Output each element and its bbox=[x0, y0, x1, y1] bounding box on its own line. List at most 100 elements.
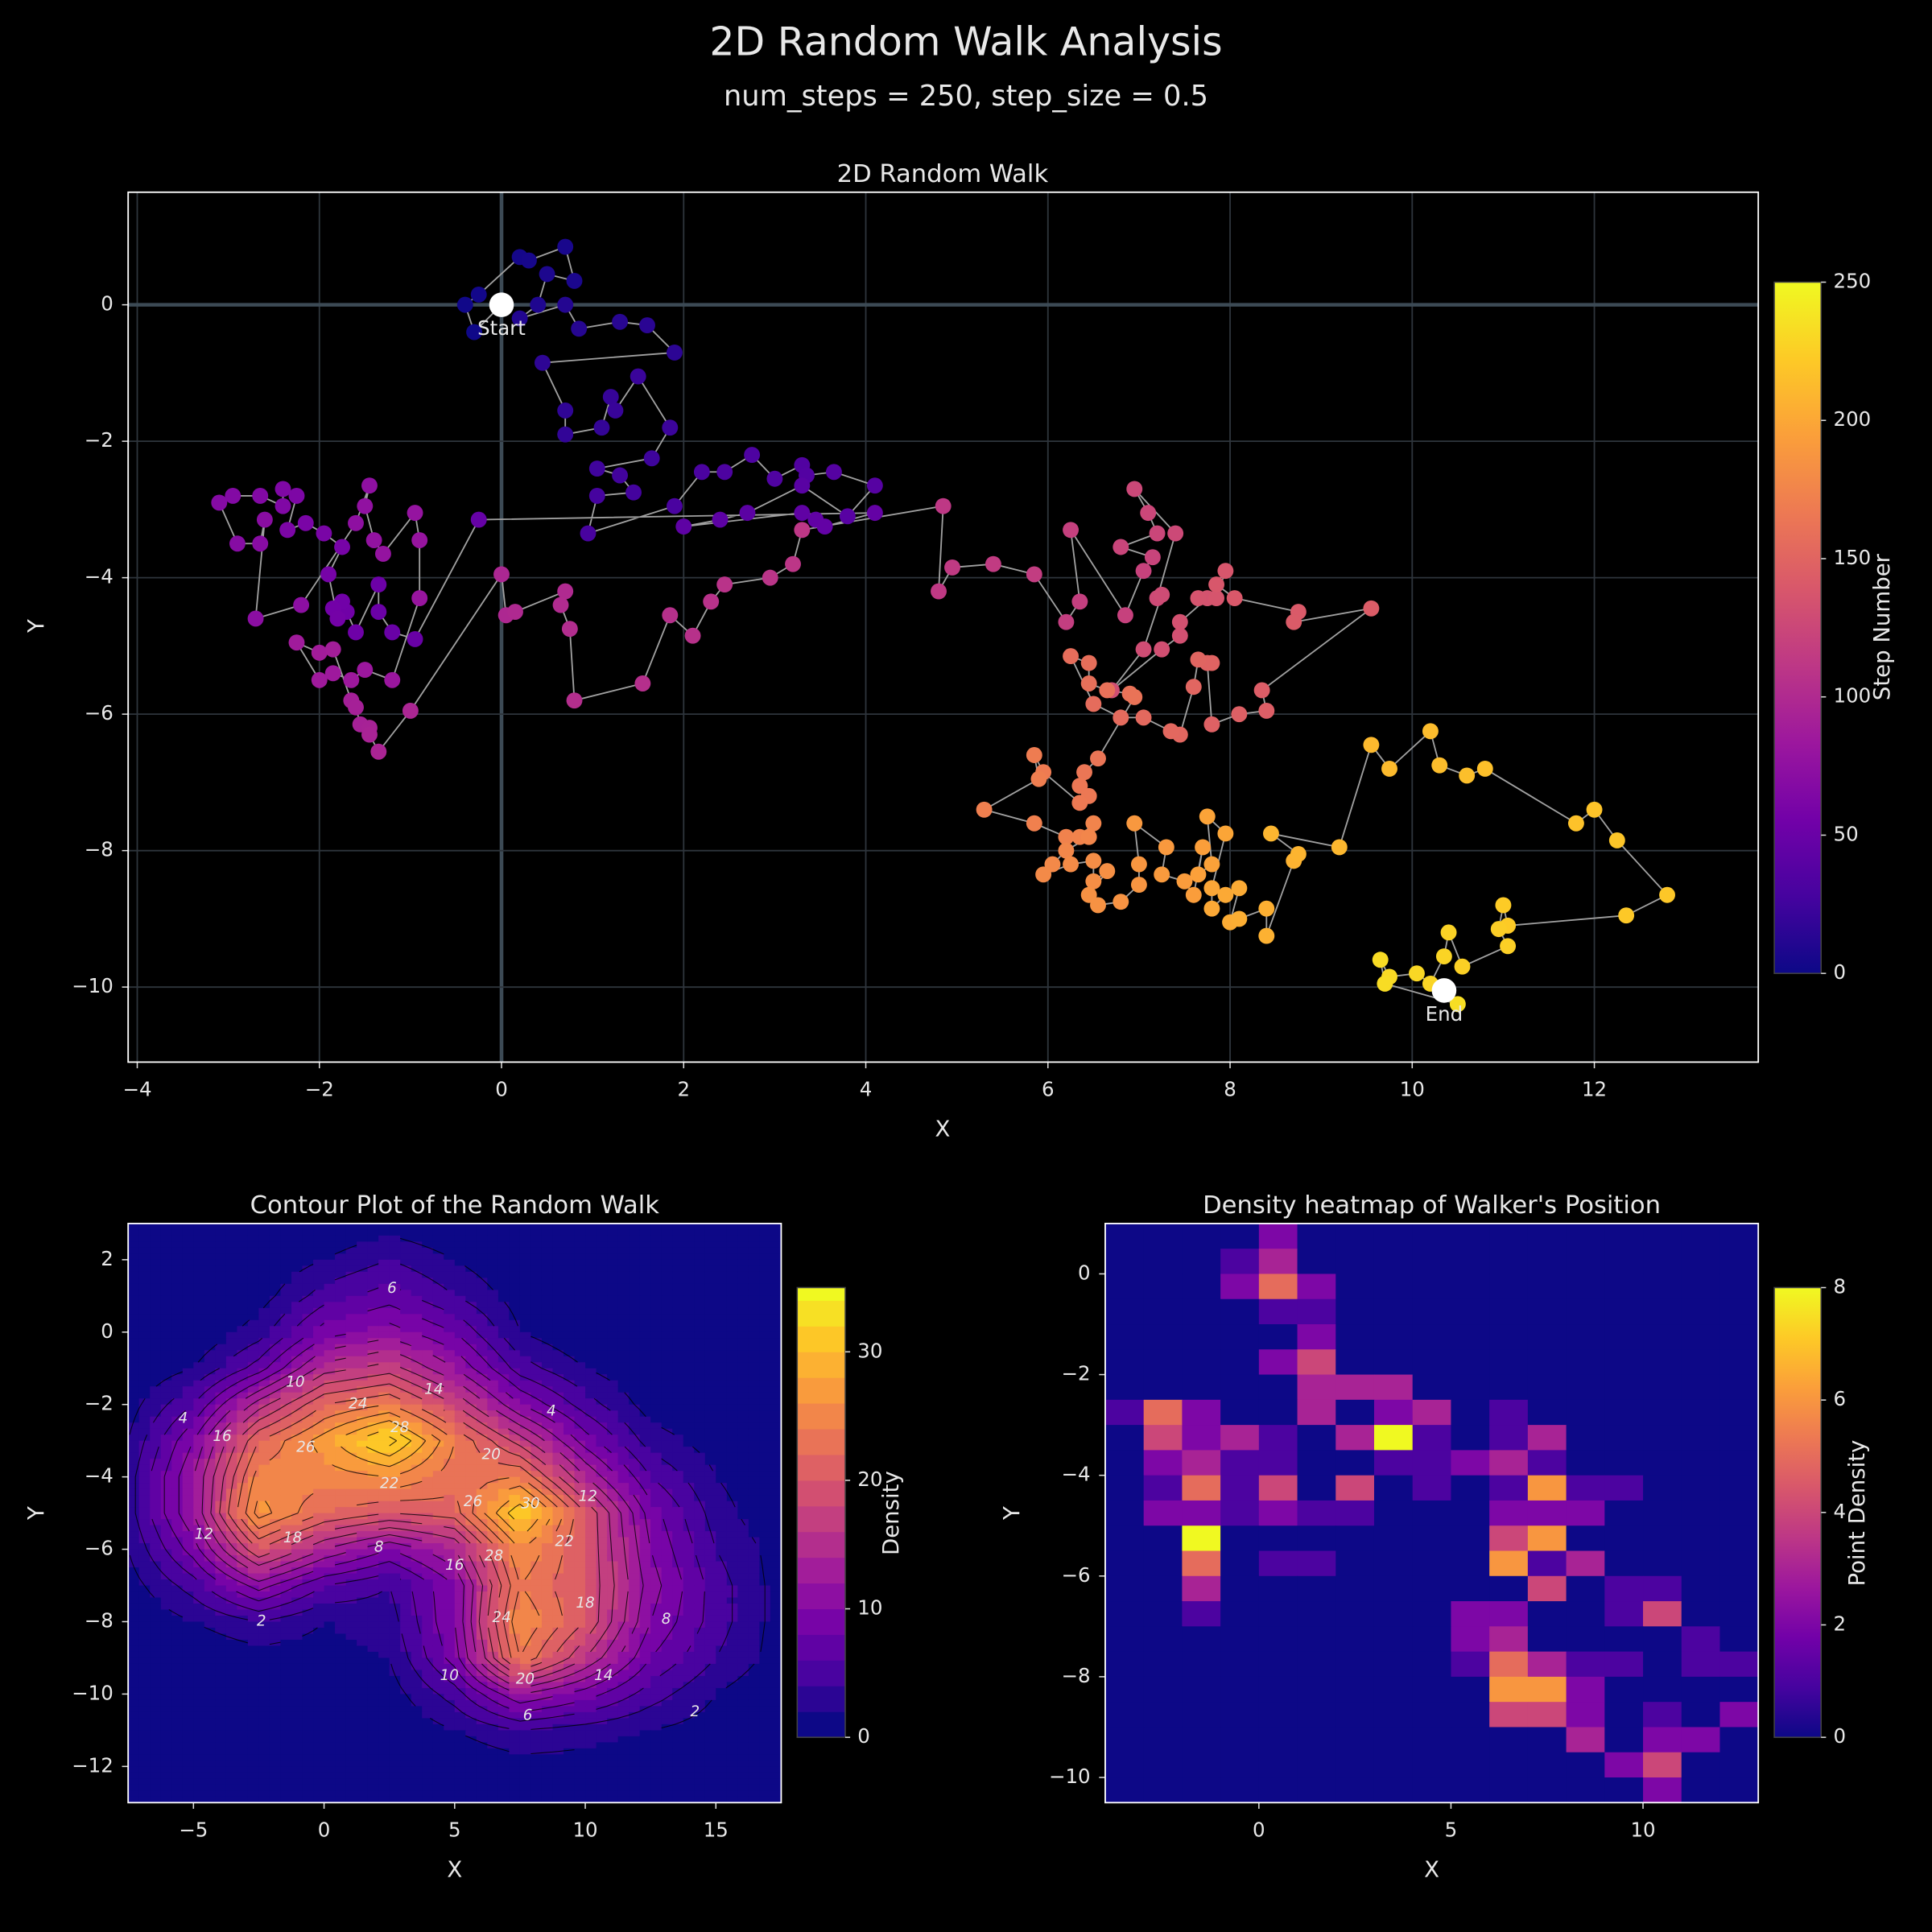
contour-cell bbox=[683, 1314, 695, 1321]
contour-cell bbox=[672, 1435, 684, 1442]
walk-point bbox=[1618, 907, 1635, 924]
contour-cell bbox=[737, 1639, 749, 1647]
contour-cell bbox=[444, 1435, 456, 1442]
contour-cell bbox=[726, 1651, 738, 1659]
contour-cell bbox=[150, 1278, 162, 1285]
contour-cell bbox=[367, 1531, 379, 1538]
contour-cell bbox=[737, 1657, 749, 1665]
contour-cell bbox=[291, 1350, 303, 1357]
contour-cell bbox=[247, 1398, 260, 1406]
contour-cell bbox=[237, 1471, 249, 1478]
contour-cell bbox=[302, 1603, 314, 1611]
contour-cell bbox=[476, 1314, 488, 1321]
contour-cell bbox=[444, 1567, 456, 1575]
contour-cell bbox=[182, 1645, 194, 1653]
contour-cell bbox=[519, 1422, 532, 1430]
contour-cell bbox=[389, 1319, 401, 1327]
contour-cell bbox=[650, 1356, 663, 1363]
contour-cell bbox=[487, 1350, 499, 1357]
contour-cell bbox=[313, 1374, 325, 1381]
contour-cell bbox=[422, 1271, 434, 1278]
contour-cell bbox=[182, 1259, 194, 1266]
contour-cell bbox=[541, 1350, 554, 1357]
contour-cell bbox=[476, 1633, 488, 1641]
contour-cell bbox=[607, 1271, 619, 1278]
contour-cell bbox=[182, 1271, 194, 1278]
walk-point bbox=[557, 583, 574, 600]
contour-cell bbox=[530, 1253, 543, 1261]
contour-cell bbox=[650, 1295, 663, 1302]
contour-cell bbox=[324, 1483, 336, 1490]
contour-cell bbox=[345, 1687, 357, 1695]
contour-cell bbox=[171, 1265, 184, 1273]
contour-cell bbox=[432, 1609, 444, 1616]
contour-cell bbox=[357, 1350, 369, 1357]
contour-cell bbox=[432, 1416, 444, 1423]
contour-cell bbox=[128, 1229, 140, 1236]
contour-cell bbox=[683, 1368, 695, 1375]
contour-cell bbox=[269, 1531, 282, 1538]
contour-cell bbox=[639, 1675, 651, 1683]
contour-cell bbox=[530, 1585, 543, 1592]
contour-cell bbox=[629, 1410, 641, 1418]
contour-cell bbox=[204, 1247, 216, 1254]
contour-cell bbox=[596, 1447, 608, 1454]
contour-cell bbox=[138, 1440, 151, 1447]
contour-cell bbox=[617, 1392, 630, 1399]
contour-cell bbox=[726, 1283, 738, 1290]
contour-cell bbox=[422, 1531, 434, 1538]
walk-point bbox=[785, 555, 801, 572]
contour-cell bbox=[367, 1597, 379, 1604]
contour-cell bbox=[225, 1561, 237, 1568]
contour-cell bbox=[672, 1368, 684, 1375]
walk-point bbox=[976, 801, 993, 818]
contour-cell bbox=[574, 1591, 586, 1599]
contour-cell bbox=[509, 1651, 521, 1659]
contour-cell bbox=[726, 1452, 738, 1459]
contour-cell bbox=[530, 1459, 543, 1466]
contour-cell bbox=[215, 1627, 227, 1635]
contour-cell bbox=[215, 1283, 227, 1290]
contour-cell bbox=[487, 1428, 499, 1435]
contour-cell bbox=[639, 1663, 651, 1671]
contour-cell bbox=[138, 1711, 151, 1719]
contour-cell bbox=[247, 1663, 260, 1671]
contour-cell bbox=[400, 1651, 412, 1659]
contour-cell bbox=[770, 1663, 782, 1671]
contour-cell bbox=[509, 1615, 521, 1623]
contour-cell bbox=[335, 1519, 347, 1526]
contour-cell bbox=[225, 1531, 237, 1538]
contour-cell bbox=[661, 1326, 673, 1333]
contour-cell bbox=[193, 1651, 205, 1659]
walk-point bbox=[744, 447, 761, 464]
contour-cell bbox=[193, 1271, 205, 1278]
contour-cell bbox=[128, 1706, 140, 1713]
contour-cell bbox=[444, 1265, 456, 1273]
contour-cell bbox=[639, 1549, 651, 1556]
contour-cell bbox=[247, 1338, 260, 1345]
walk-point bbox=[256, 511, 273, 528]
contour-cell bbox=[258, 1362, 270, 1369]
contour-cell bbox=[454, 1398, 466, 1406]
contour-cell bbox=[204, 1633, 216, 1641]
contour-cell bbox=[552, 1422, 564, 1430]
contour-cell bbox=[716, 1452, 728, 1459]
contour-cell bbox=[313, 1302, 325, 1309]
contour-cell bbox=[302, 1398, 314, 1406]
walk-point bbox=[361, 477, 378, 494]
contour-cell bbox=[759, 1621, 771, 1629]
contour-cell bbox=[171, 1663, 184, 1671]
contour-cell bbox=[759, 1422, 771, 1430]
contour-cell bbox=[716, 1603, 728, 1611]
contour-cell bbox=[748, 1627, 760, 1635]
contour-cell bbox=[237, 1543, 249, 1550]
contour-cell bbox=[422, 1561, 434, 1568]
contour-cell bbox=[302, 1633, 314, 1641]
contour-cell bbox=[269, 1567, 282, 1575]
contour-cell bbox=[160, 1416, 172, 1423]
contour-cell bbox=[585, 1302, 597, 1309]
contour-cell bbox=[258, 1283, 270, 1290]
contour-cell bbox=[378, 1314, 390, 1321]
contour-cell bbox=[726, 1386, 738, 1393]
contour-cell bbox=[639, 1597, 651, 1604]
